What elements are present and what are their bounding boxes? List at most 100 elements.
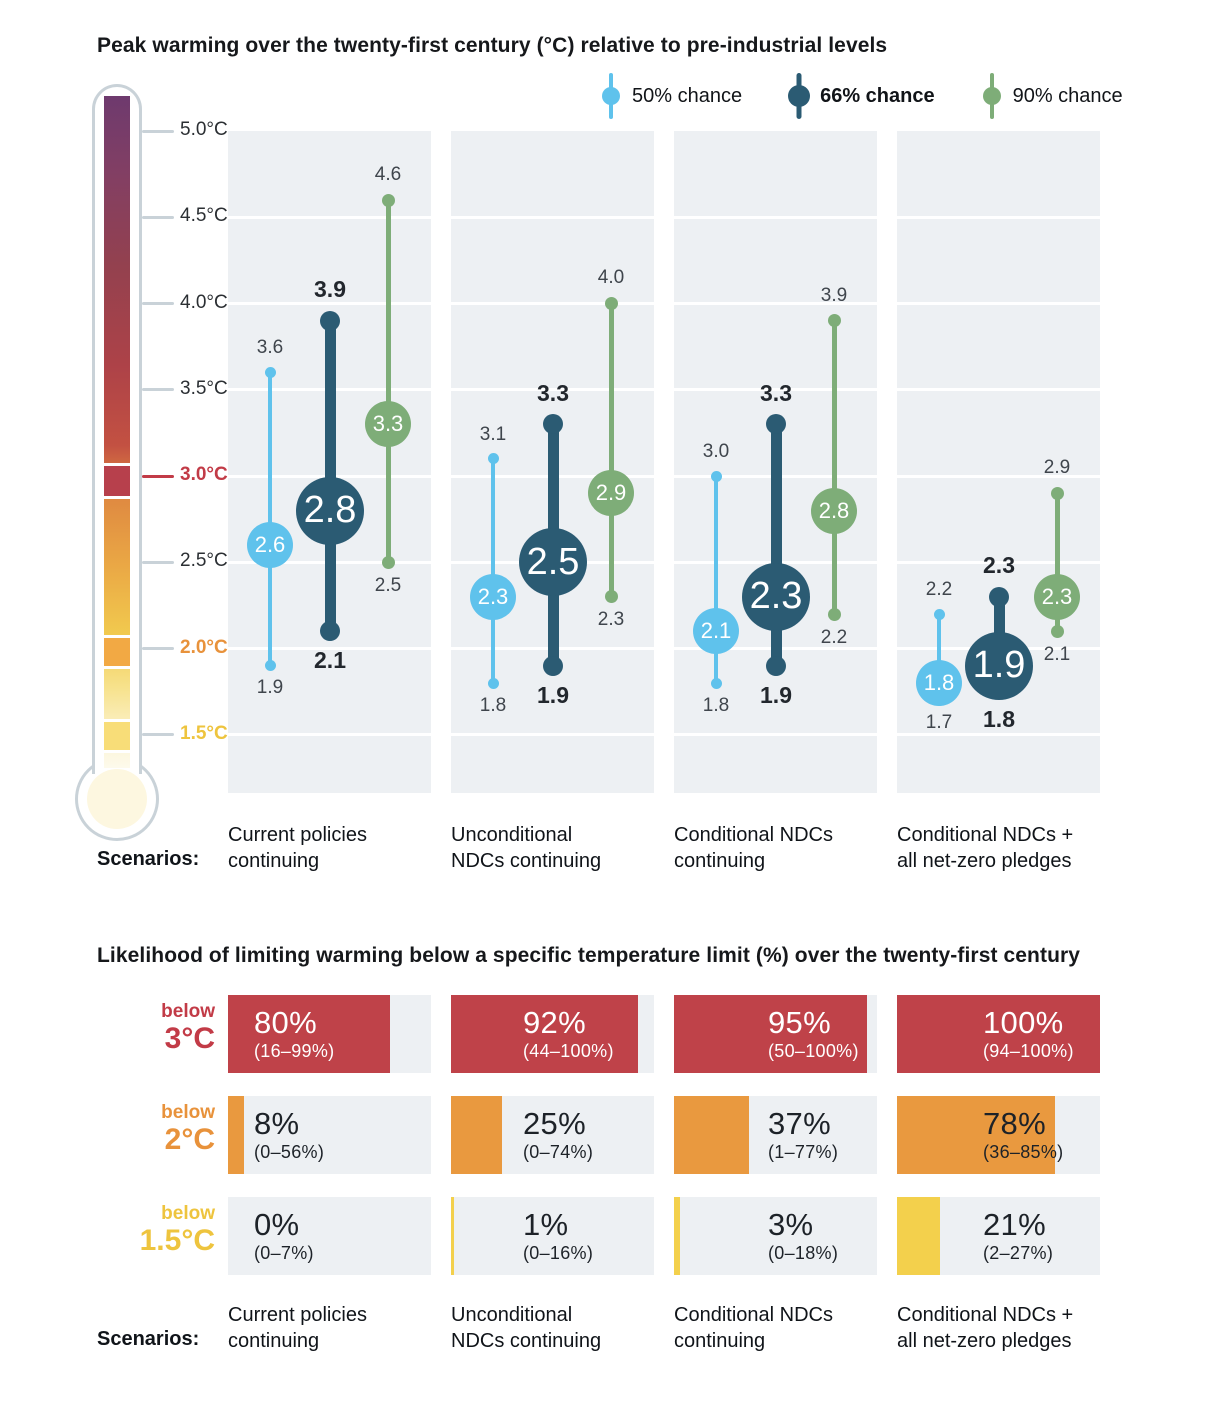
max-label-50-2: 3.0	[702, 440, 730, 462]
gridline-4	[674, 302, 877, 305]
range-line-90-3	[1054, 493, 1060, 632]
min-dot-50-2	[710, 677, 722, 689]
likelihood-text-1.5°C-0: 0% (0–7%)	[254, 1197, 314, 1275]
legend-label: 50% chance	[632, 84, 743, 107]
row-label-big: 3°C	[164, 1022, 215, 1055]
likelihood-fill-3°C-2	[674, 995, 867, 1073]
range-line-90-2	[831, 320, 837, 614]
max-dot-50-0	[264, 367, 276, 378]
likelihood-fill-2°C-0	[228, 1096, 244, 1174]
axis-tick-label-3.0°C: 3.0°C	[180, 464, 228, 485]
min-dot-66-0	[320, 621, 340, 642]
gridline-4.5	[451, 215, 654, 219]
likelihood-fill-2°C-3	[897, 1096, 1055, 1174]
min-label-66-0: 2.1	[314, 647, 346, 674]
mid-value-50-0: 2.6	[247, 522, 293, 568]
gridline-3.5	[451, 388, 654, 392]
legend-marker-icon	[788, 73, 811, 119]
mid-value-66-1: 2.5	[519, 528, 587, 597]
likelihood-fill-3°C-1	[451, 995, 638, 1073]
legend-dot	[602, 87, 620, 105]
axis-tick-1.5°C	[142, 733, 174, 737]
likelihood-text-3°C-2: 95% (50–100%)	[768, 995, 859, 1073]
likelihood-cell-2°C-3: 78% (36–85%)	[897, 1096, 1100, 1174]
likelihood-value: 3%	[768, 1206, 814, 1242]
thermometer-band-1-5c	[104, 719, 130, 753]
likelihood-text-1.5°C-1: 1% (0–16%)	[523, 1197, 593, 1275]
likelihood-cell-1.5°C-2: 3% (0–18%)	[674, 1197, 877, 1275]
likelihood-fill-1.5°C-2	[674, 1197, 680, 1275]
likelihood-value: 95%	[768, 1004, 831, 1040]
likelihood-text-1.5°C-2: 3% (0–18%)	[768, 1197, 838, 1275]
likelihood-value: 78%	[983, 1105, 1046, 1141]
likelihood-value: 37%	[768, 1105, 831, 1141]
legend-label: 66% chance	[820, 84, 935, 107]
max-label-66-0: 3.9	[314, 276, 346, 302]
max-dot-66-0	[320, 310, 340, 331]
gridline-3.5	[897, 388, 1100, 392]
thermometer-band-3c	[104, 463, 130, 499]
gridline-3.5	[674, 388, 877, 392]
legend-marker-icon	[981, 73, 1003, 119]
likelihood-range: (16–99%)	[254, 1040, 335, 1061]
scenario-label-3: Conditional NDCs + all net-zero pledges	[897, 1302, 1112, 1354]
min-dot-90-1	[604, 590, 618, 604]
row-label-below-1.5°C: below 1.5°C	[40, 1203, 215, 1258]
likelihood-fill-3°C-3	[897, 995, 1100, 1073]
likelihood-cell-3°C-1: 92% (44–100%)	[451, 995, 654, 1073]
likelihood-value: 92%	[523, 1004, 586, 1040]
likelihood-cell-1.5°C-3: 21% (2–27%)	[897, 1197, 1100, 1275]
mid-value-90-2: 2.8	[811, 487, 857, 534]
max-dot-50-1	[487, 453, 499, 465]
likelihood-range: (36–85%)	[983, 1141, 1064, 1162]
scenario-label-line2-0: continuing	[228, 1330, 320, 1352]
min-dot-90-0	[381, 555, 395, 569]
axis-tick-label-5.0°C: 5.0°C	[180, 119, 228, 140]
axis-tick-label-4.5°C: 4.5°C	[180, 205, 228, 227]
thermometer-band-2c	[104, 635, 130, 669]
gridline-2	[228, 647, 431, 650]
likelihood-cell-2°C-1: 25% (0–74%)	[451, 1096, 654, 1174]
scenario-label-line2-1: NDCs continuing	[451, 1330, 602, 1352]
min-label-66-1: 1.9	[537, 681, 569, 708]
row-label-below-2°C: below 2°C	[40, 1102, 215, 1157]
max-label-50-3: 2.2	[925, 578, 953, 600]
legend-marker-icon	[600, 73, 622, 119]
scenario-label-line2-0: continuing	[228, 850, 320, 872]
likelihood-range: (1–77%)	[768, 1141, 839, 1162]
scenario-label-line2-2: continuing	[674, 1330, 766, 1352]
scenario-label-0: Current policies continuing	[228, 822, 443, 874]
scenario-label-1: Unconditional NDCs continuing	[451, 822, 666, 874]
range-line-66-0	[324, 320, 336, 632]
likelihood-range: (0–74%)	[523, 1141, 594, 1162]
mid-value-50-2: 2.1	[693, 608, 739, 655]
thermometer-bulb-fill	[87, 769, 147, 829]
axis-tick-5.0°C	[142, 129, 174, 133]
likelihood-range: (0–7%)	[254, 1242, 314, 1263]
min-label-50-2: 1.8	[702, 694, 730, 716]
axis-tick-label-2.5°C: 2.5°C	[180, 550, 228, 572]
scenario-label-2: Conditional NDCs continuing	[674, 1302, 889, 1354]
max-label-66-3: 2.3	[983, 552, 1015, 578]
likelihood-cell-2°C-0: 8% (0–56%)	[228, 1096, 431, 1174]
likelihood-fill-2°C-2	[674, 1096, 749, 1174]
likelihood-text-2°C-1: 25% (0–74%)	[523, 1096, 593, 1174]
min-dot-50-1	[487, 677, 499, 689]
likelihood-text-3°C-0: 80% (16–99%)	[254, 995, 334, 1073]
axis-tick-2.5°C	[142, 560, 174, 564]
range-line-50-2	[714, 476, 718, 683]
scenario-label-0: Current policies continuing	[228, 1302, 443, 1354]
likelihood-text-2°C-2: 37% (1–77%)	[768, 1096, 838, 1174]
bottom-chart-title: Likelihood of limiting warming below a s…	[97, 944, 1081, 967]
min-dot-90-2	[827, 607, 841, 621]
legend-item-90-chance: 90% chance	[981, 73, 1123, 119]
likelihood-fill-2°C-1	[451, 1096, 502, 1174]
gridline-4.5	[897, 215, 1100, 219]
max-dot-90-1	[604, 297, 618, 310]
range-line-90-1	[608, 303, 614, 597]
max-label-66-2: 3.3	[760, 379, 792, 406]
axis-tick-label-2.0°C: 2.0°C	[180, 636, 228, 658]
max-dot-50-3	[933, 608, 945, 620]
likelihood-cell-3°C-3: 100% (94–100%)	[897, 995, 1100, 1073]
gridline-1.5	[674, 733, 877, 737]
